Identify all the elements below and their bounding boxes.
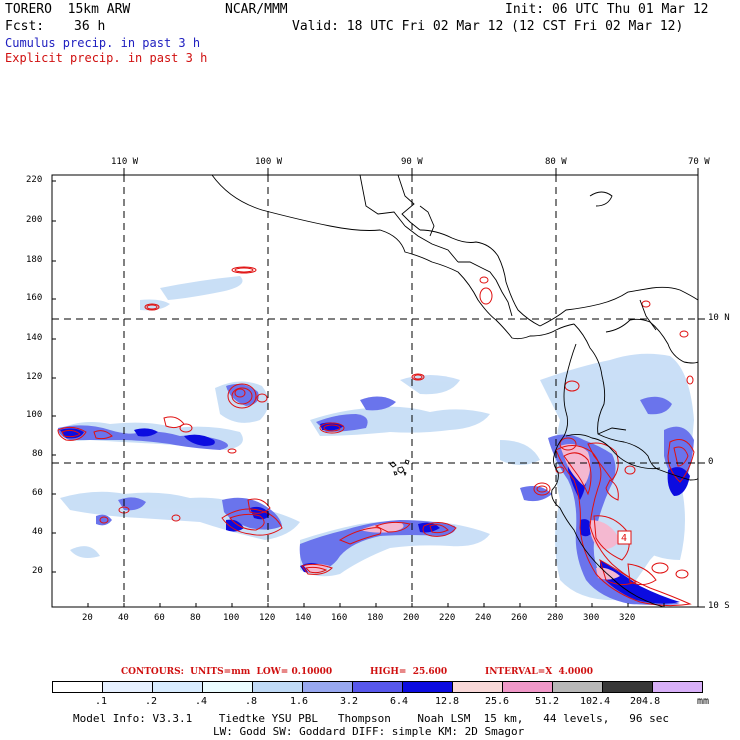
contour-units: CONTOURS: UNITS=mm LOW= 0.10000 <box>121 667 333 677</box>
y-tick-label: 160 <box>26 293 43 303</box>
organization-label: NCAR/MMM <box>225 2 288 17</box>
y-tick-label: 80 <box>32 449 43 459</box>
y-tick-label: 120 <box>26 372 43 382</box>
y-tick-label: 100 <box>26 410 43 420</box>
x-tick-label: 20 <box>82 613 93 623</box>
forecast-label: Fcst: <box>5 19 45 34</box>
colorbar-label: 3.2 <box>340 696 359 707</box>
legend-explicit: Explicit precip. in past 3 h <box>5 51 208 65</box>
colorbar-label: 102.4 <box>580 696 611 707</box>
contour-value-label: 4 <box>621 533 627 544</box>
lat-label-0: 0 <box>708 457 714 467</box>
colorbar-label: 6.4 <box>390 696 409 707</box>
colorbar-swatch <box>552 681 603 693</box>
y-tick-label: 180 <box>26 255 43 265</box>
y-tick-label: 20 <box>32 566 43 576</box>
colorbar-label: .4 <box>195 696 208 707</box>
model-info: Model Info: V3.3.1 Tiedtke YSU PBL Thomp… <box>73 712 670 725</box>
lon-label-100w: 100 W <box>255 157 283 167</box>
colorbar-swatch <box>202 681 253 693</box>
x-tick-label: 240 <box>475 613 492 623</box>
lon-label-70w: 70 W <box>688 157 710 167</box>
lon-label-90w: 90 W <box>401 157 423 167</box>
graticule <box>52 175 698 607</box>
model-title: TORERO 15km ARW <box>5 2 131 17</box>
colorbar-swatch <box>52 681 103 693</box>
lat-label-10s: 10 S <box>708 601 730 611</box>
y-tick-label: 220 <box>26 175 43 185</box>
y-tick-label: 40 <box>32 527 43 537</box>
colorbar-swatch <box>452 681 503 693</box>
colorbar-swatch <box>152 681 203 693</box>
colorbar-label: .1 <box>95 696 108 707</box>
x-tick-label: 140 <box>295 613 312 623</box>
lon-label-110w: 110 W <box>111 157 139 167</box>
valid-time: Valid: 18 UTC Fri 02 Mar 12 (12 CST Fri … <box>292 19 684 34</box>
lat-label-10n: 10 N <box>708 313 730 323</box>
x-tick-label: 180 <box>367 613 384 623</box>
x-tick-label: 40 <box>118 613 129 623</box>
colorbar-label: .8 <box>245 696 258 707</box>
x-tick-label: 100 <box>223 613 240 623</box>
init-time: Init: 06 UTC Thu 01 Mar 12 <box>505 2 709 17</box>
colorbar-swatch <box>502 681 553 693</box>
x-tick-label: 280 <box>547 613 564 623</box>
lon-label-80w: 80 W <box>545 157 567 167</box>
x-tick-label: 120 <box>259 613 276 623</box>
colorbar-swatch <box>652 681 703 693</box>
colorbar-swatch <box>102 681 153 693</box>
y-tick-label: 200 <box>26 215 43 225</box>
contour-interval: INTERVAL=X 4.0000 <box>485 667 593 677</box>
coastlines <box>211 174 699 608</box>
x-tick-label: 320 <box>619 613 636 623</box>
contour-value-box <box>617 530 632 545</box>
colorbar-swatch <box>402 681 453 693</box>
axis-ticks <box>52 168 705 608</box>
colorbar-label: 1.6 <box>290 696 309 707</box>
legend-cumulus: Cumulus precip. in past 3 h <box>5 36 201 50</box>
y-tick-label: 60 <box>32 488 43 498</box>
explicit-precip-contours <box>57 266 695 607</box>
x-tick-label: 160 <box>331 613 348 623</box>
colorbar-label: 12.8 <box>435 696 460 707</box>
colorbar-label: .2 <box>145 696 158 707</box>
colorbar-label: 204.8 <box>630 696 661 707</box>
colorbar-label: 25.6 <box>485 696 510 707</box>
x-tick-label: 300 <box>583 613 600 623</box>
x-tick-label: 80 <box>190 613 201 623</box>
colorbar-swatch <box>602 681 653 693</box>
x-tick-label: 60 <box>154 613 165 623</box>
colorbar-swatch <box>302 681 353 693</box>
colorbar-swatch <box>252 681 303 693</box>
x-tick-label: 220 <box>439 613 456 623</box>
contour-high: HIGH= 25.600 <box>370 667 448 677</box>
x-tick-label: 260 <box>511 613 528 623</box>
colorbar-label: 51.2 <box>535 696 560 707</box>
colorbar-swatch <box>352 681 403 693</box>
colorbar-unit: mm <box>697 696 710 707</box>
y-tick-label: 140 <box>26 333 43 343</box>
x-tick-label: 200 <box>403 613 420 623</box>
forecast-hour: 36 h <box>74 19 106 34</box>
model-physics: LW: Godd SW: Goddard DIFF: simple KM: 2D… <box>213 725 525 738</box>
